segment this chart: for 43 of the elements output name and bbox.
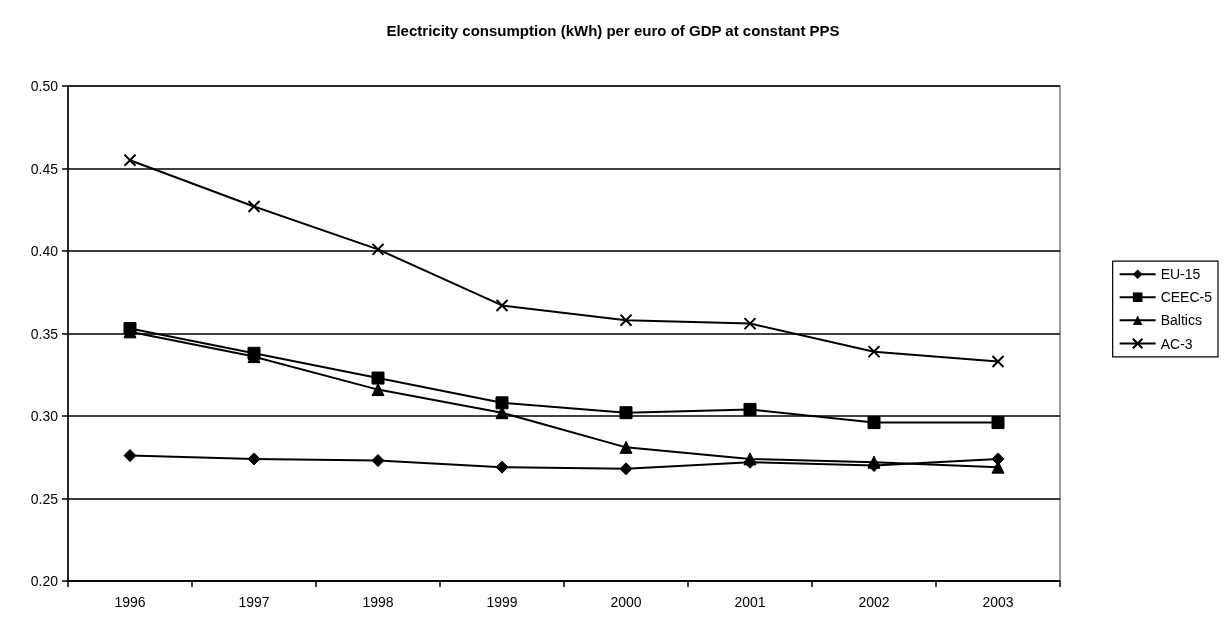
x-tick-label: 2000: [610, 594, 642, 610]
point: [247, 199, 261, 213]
point: [371, 454, 385, 468]
point: [495, 406, 509, 420]
point: [991, 355, 1005, 369]
x-tick-label: 1998: [362, 594, 394, 610]
x-tick-label: 2001: [734, 594, 766, 610]
point: [867, 455, 881, 469]
point: [619, 462, 633, 476]
x-tick-label: 1999: [486, 594, 518, 610]
point: [743, 402, 757, 416]
y-tick-label: 0.45: [30, 160, 59, 177]
point: [743, 317, 757, 331]
point: [371, 242, 385, 256]
legend-label: Baltics: [1160, 312, 1202, 329]
point: [867, 345, 881, 359]
y-tick-label: 0.35: [30, 325, 59, 342]
point: [123, 153, 137, 167]
x-tick-label: 1996: [114, 594, 146, 610]
point: [867, 416, 881, 430]
point: [495, 460, 509, 474]
legend-label: CEEC-5: [1160, 289, 1213, 306]
point: [619, 313, 633, 327]
y-tick-label: 0.30: [30, 408, 59, 424]
legend-label: EU-15: [1160, 266, 1201, 283]
point: [123, 449, 137, 463]
point: [619, 406, 633, 420]
x-tick-label: 2002: [858, 594, 890, 610]
point: [495, 396, 509, 410]
point: [247, 452, 261, 466]
y-tick-label: 0.40: [30, 243, 59, 259]
legend-label: AC-3: [1160, 335, 1193, 352]
point: [991, 416, 1005, 430]
y-tick-label: 0.20: [30, 573, 59, 589]
y-tick-label: 0.25: [30, 490, 59, 507]
chart-title: Electricity consumption (kWh) per euro of GDP at constant PPS: [386, 22, 840, 39]
point: [495, 298, 509, 312]
y-tick-label: 0.50: [30, 78, 59, 94]
x-tick-label: 1997: [238, 594, 270, 610]
x-tick-label: 2003: [982, 594, 1014, 610]
point: [371, 371, 385, 385]
point: [619, 440, 633, 454]
point: [371, 383, 385, 397]
